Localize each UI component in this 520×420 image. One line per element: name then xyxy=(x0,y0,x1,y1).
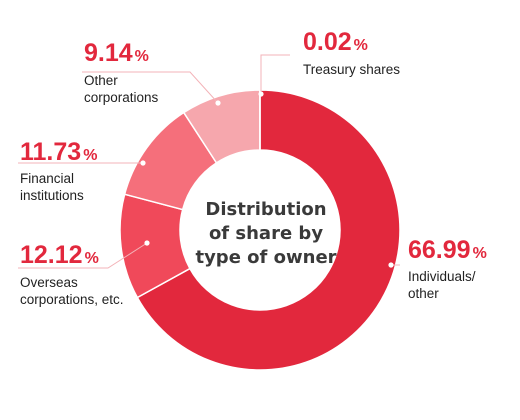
leader-line-4 xyxy=(260,54,290,94)
slice-percent-3: 9.14% xyxy=(84,39,149,67)
leader-line-3 xyxy=(82,71,219,104)
slice-labels: 66.99 % Individuals/other 12.12 % Overseas cor… xyxy=(20,28,487,307)
slice-value-2: 11.73 xyxy=(20,138,81,166)
leader-dot-2 xyxy=(140,160,146,166)
leader-dot-3 xyxy=(215,100,221,106)
slice-percent-2: 11.73% xyxy=(20,138,97,166)
leader-dot-1 xyxy=(144,240,150,246)
leader-dot-0 xyxy=(388,262,394,268)
slice-percent-1: 12.12% xyxy=(20,241,99,269)
leader-line-1 xyxy=(18,242,148,269)
slice-label-2-1: institutions xyxy=(20,188,84,203)
slice-percent-sign-1: % xyxy=(85,250,99,267)
center-title-line-3: type of owner xyxy=(195,247,336,268)
slice-label-1-1: corporations, etc. xyxy=(20,292,124,307)
slice-0 xyxy=(136,89,401,371)
slice-label-2-0: Financial xyxy=(20,171,74,186)
slice-label-3-0: Other xyxy=(84,73,118,88)
slice-label-1-0: Overseas xyxy=(20,275,78,290)
center-title: Distribution of share by type of owner xyxy=(195,199,336,268)
slice-label-3-1: corporations xyxy=(84,90,159,105)
slice-value-4: 0.02 xyxy=(303,28,352,56)
slice-percent-sign-3: % xyxy=(135,48,149,65)
slice-label-0-0: Individuals/ xyxy=(408,269,476,284)
leader-dot-4 xyxy=(258,91,264,97)
slice-label-4-0: Treasury shares xyxy=(303,62,400,77)
leader-lines xyxy=(18,54,400,269)
donut-slices xyxy=(119,89,401,371)
slice-value-1: 12.12 xyxy=(20,241,83,269)
slice-label-0-1: other xyxy=(408,286,439,301)
slice-percent-4: 0.02% xyxy=(303,28,368,56)
slice-value-3: 9.14 xyxy=(84,39,133,67)
center-title-line-2: of share by xyxy=(209,223,323,244)
slice-percent-sign-4: % xyxy=(354,37,368,54)
slice-percent-sign-2: % xyxy=(83,147,97,164)
slice-value-0: 66.99 xyxy=(408,236,471,264)
center-title-line-1: Distribution xyxy=(205,199,326,220)
slice-percent-0: 66.99% xyxy=(408,236,487,264)
slice-percent-sign-0: % xyxy=(473,245,487,262)
